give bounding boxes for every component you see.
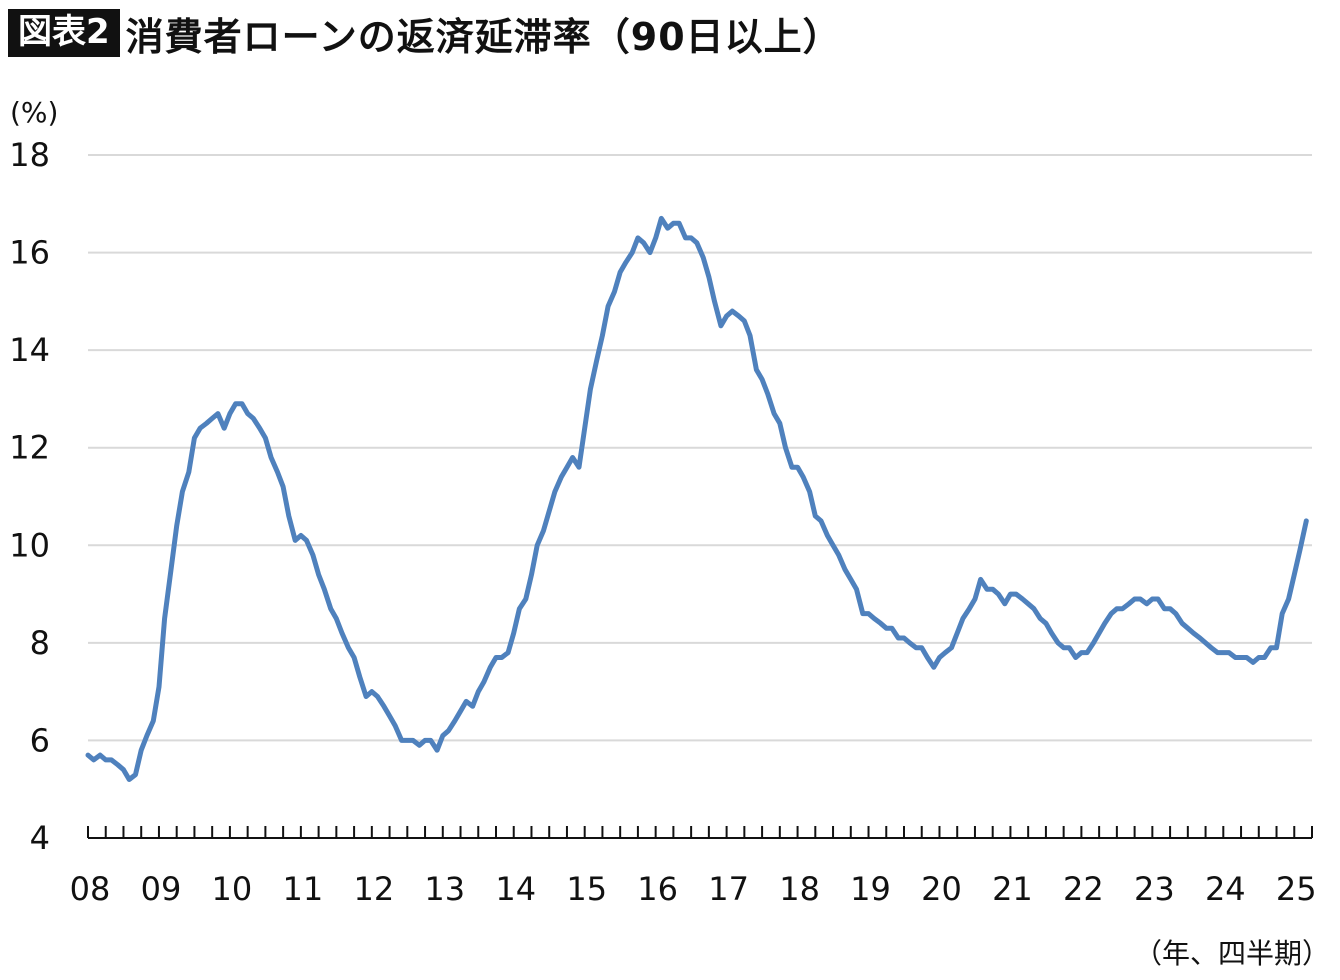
y-axis-unit-label: (%) — [10, 96, 58, 129]
x-axis-unit-label: （年、四半期） — [1134, 937, 1330, 970]
y-tick-label: 4 — [30, 819, 50, 857]
x-tick-label: 18 — [779, 870, 820, 908]
y-tick-label: 18 — [9, 136, 50, 174]
x-tick-label: 23 — [1134, 870, 1175, 908]
y-tick-label: 6 — [30, 721, 50, 759]
x-tick-label: 17 — [708, 870, 749, 908]
x-tick-label: 12 — [353, 870, 394, 908]
x-tick-label: 22 — [1063, 870, 1104, 908]
y-tick-label: 16 — [9, 234, 50, 272]
y-tick-label: 8 — [30, 624, 50, 662]
x-tick-label: 25 — [1276, 870, 1317, 908]
y-tick-label: 10 — [9, 526, 50, 564]
x-tick-label: 14 — [495, 870, 536, 908]
x-tick-label: 21 — [992, 870, 1033, 908]
x-tick-label: 10 — [212, 870, 253, 908]
x-tick-label: 24 — [1205, 870, 1246, 908]
figure-label-badge: 図表2 — [8, 9, 120, 57]
x-tick-label: 09 — [141, 870, 182, 908]
y-axis-ticks: 4 6 8 10 12 14 16 18 — [9, 136, 50, 857]
y-tick-label: 12 — [9, 429, 50, 467]
x-tick-label: 08 — [70, 870, 111, 908]
chart-title: 消費者ローンの返済延滞率（90日以上） — [125, 14, 842, 59]
x-tick-label: 15 — [566, 870, 607, 908]
x-tick-label: 20 — [921, 870, 962, 908]
series-line — [85, 215, 1309, 782]
x-tick-label: 16 — [637, 870, 678, 908]
chart-header: 図表2 消費者ローンの返済延滞率（90日以上） — [8, 8, 842, 59]
x-tick-label: 13 — [424, 870, 465, 908]
x-tick-label: 11 — [283, 870, 324, 908]
x-tick-label: 19 — [850, 870, 891, 908]
gridlines — [88, 154, 1312, 742]
y-tick-label: 14 — [9, 331, 50, 369]
x-axis: 08 09 10 11 12 13 14 15 16 17 18 19 20 21 22 23 24 25 — [70, 826, 1317, 908]
